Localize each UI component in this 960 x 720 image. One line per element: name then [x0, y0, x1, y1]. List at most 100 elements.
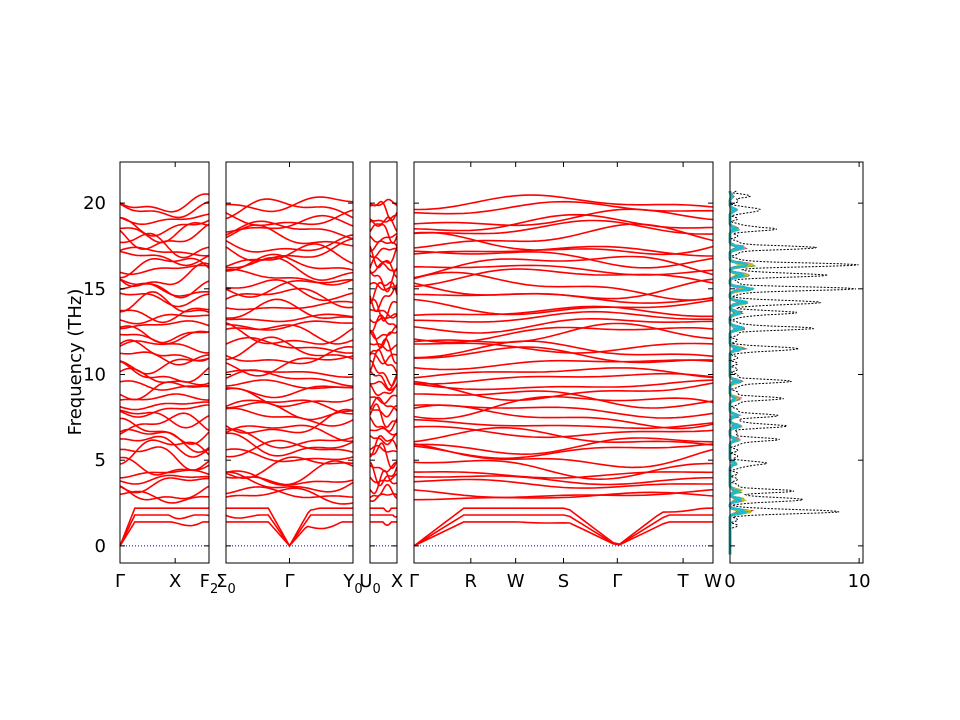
- band-line: [225, 196, 354, 213]
- band-line: [414, 390, 714, 409]
- band-line: [413, 395, 714, 420]
- y-tick-label: 10: [83, 364, 106, 385]
- band-line: [413, 219, 713, 235]
- band-line: [413, 475, 714, 486]
- x-tick-label: F2: [200, 571, 219, 597]
- band-line: [225, 287, 354, 309]
- band-line: [414, 437, 714, 456]
- band-line: [413, 298, 714, 316]
- band-line: [119, 307, 210, 324]
- band-line: [119, 404, 209, 418]
- band-line: [225, 432, 354, 457]
- band-line: [413, 271, 714, 301]
- band-line: [370, 521, 397, 527]
- band-line: [413, 278, 714, 300]
- band-line: [119, 232, 210, 259]
- x-tick-label: Σ0: [216, 571, 236, 597]
- y-tick-label: 0: [95, 536, 106, 557]
- band-line: [369, 427, 398, 436]
- band-line: [369, 492, 398, 503]
- band-line: [369, 220, 398, 244]
- band-line: [413, 372, 714, 385]
- band-line: [119, 507, 209, 547]
- band-line: [119, 193, 210, 213]
- y-tick-label: 5: [95, 450, 106, 471]
- band-line: [119, 446, 210, 471]
- band-line: [414, 470, 713, 479]
- dos-x-tick-label: 10: [848, 571, 871, 592]
- x-tick-label: Y0: [342, 571, 362, 597]
- band-line: [369, 403, 398, 428]
- band-line: [370, 359, 398, 387]
- band-line: [119, 278, 210, 299]
- band-line: [119, 360, 210, 383]
- band-line: [119, 250, 210, 267]
- band-line: [369, 298, 398, 322]
- band-line: [119, 514, 210, 547]
- x-tick-label: X: [391, 571, 403, 592]
- band-line: [413, 245, 713, 257]
- band-line: [369, 313, 398, 324]
- band-line: [225, 399, 354, 415]
- band-line: [414, 194, 714, 211]
- total-dos-line: [728, 190, 859, 555]
- band-line: [225, 320, 354, 331]
- band-line: [413, 379, 714, 391]
- band-line: [225, 336, 354, 361]
- band-line: [369, 233, 398, 243]
- band-line: [119, 380, 210, 391]
- band-line: [413, 507, 713, 547]
- band-line: [413, 231, 714, 256]
- y-tick-label: 20: [83, 193, 106, 214]
- x-tick-label: Γ: [284, 571, 294, 592]
- band-line: [226, 313, 354, 323]
- band-line: [225, 234, 354, 253]
- band-line: [225, 324, 354, 345]
- x-tick-label: Γ: [409, 571, 419, 592]
- band-line: [413, 418, 714, 430]
- band-line: [369, 404, 398, 418]
- band-line: [225, 487, 354, 505]
- band-line: [369, 214, 398, 223]
- band-line: [119, 477, 209, 494]
- band-line: [369, 198, 398, 207]
- band-line: [119, 282, 210, 297]
- band-line: [370, 329, 398, 349]
- band-line: [225, 379, 354, 390]
- band-line: [225, 439, 354, 458]
- band-line: [225, 345, 354, 365]
- band-line: [225, 460, 354, 486]
- band-line: [119, 485, 210, 501]
- band-line: [413, 346, 714, 364]
- band-line: [225, 401, 353, 421]
- band-line: [369, 352, 397, 365]
- x-tick-label: Γ: [115, 571, 125, 592]
- band-line: [225, 322, 354, 345]
- panel-frame: [119, 161, 210, 564]
- band-line: [369, 394, 398, 405]
- band-line: [413, 200, 714, 215]
- band-line: [225, 209, 354, 227]
- band-line: [369, 380, 398, 392]
- band-line: [225, 224, 354, 247]
- band-line: [369, 483, 398, 499]
- band-line: [414, 264, 714, 276]
- band-line: [225, 278, 354, 302]
- band-line: [369, 383, 398, 397]
- band-line: [370, 507, 397, 513]
- band-line: [413, 359, 714, 371]
- band-line: [414, 310, 713, 323]
- band-line: [225, 355, 354, 377]
- band-line: [369, 245, 398, 269]
- band-line: [119, 292, 210, 308]
- band-line: [225, 253, 354, 272]
- band-line: [369, 461, 398, 487]
- band-line: [413, 425, 714, 439]
- band-line: [369, 461, 397, 473]
- band-line: [370, 514, 398, 518]
- y-axis-label: Frequency (THz): [65, 289, 86, 436]
- band-line: [119, 417, 210, 445]
- band-line: [119, 213, 210, 225]
- band-line: [225, 369, 354, 379]
